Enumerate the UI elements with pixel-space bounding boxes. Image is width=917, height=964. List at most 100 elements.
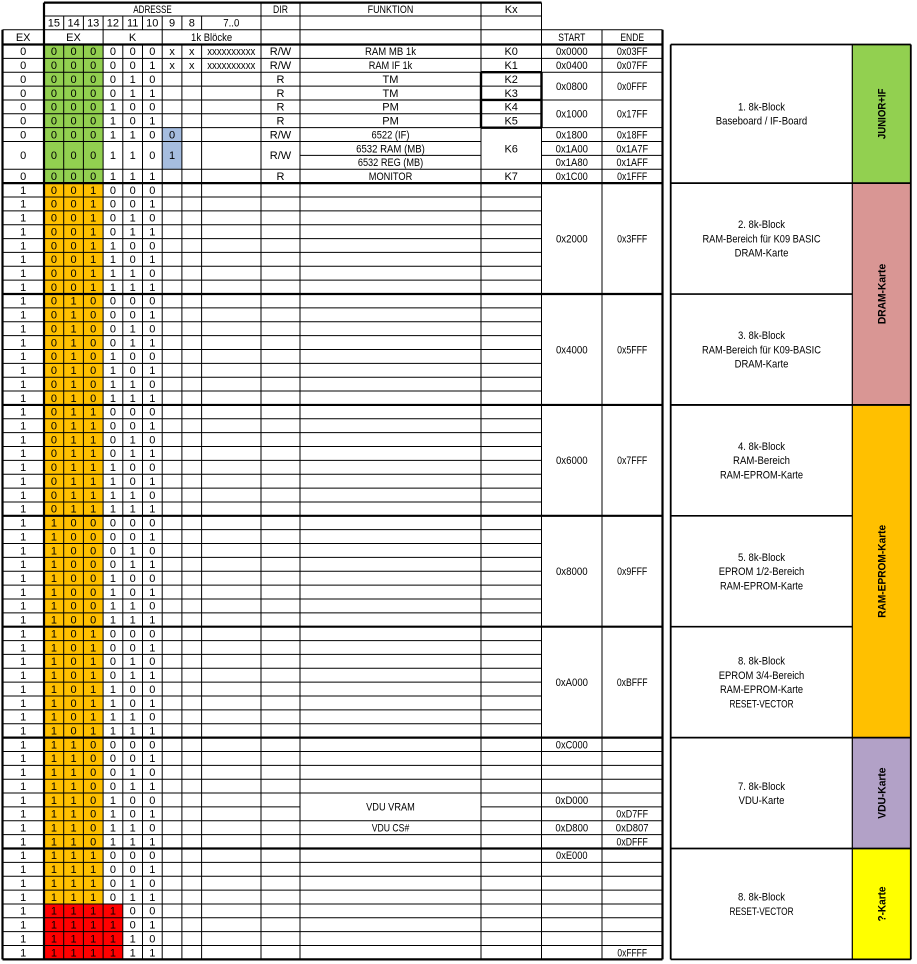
svg-text:0x6000: 0x6000 bbox=[556, 455, 588, 467]
svg-text:0: 0 bbox=[71, 601, 77, 613]
svg-text:1: 1 bbox=[90, 642, 96, 654]
svg-text:0: 0 bbox=[110, 46, 116, 58]
svg-text:0: 0 bbox=[71, 74, 77, 86]
svg-text:1: 1 bbox=[20, 226, 26, 238]
svg-text:0: 0 bbox=[51, 171, 57, 183]
svg-text:0: 0 bbox=[149, 462, 155, 474]
svg-text:0: 0 bbox=[20, 60, 26, 72]
svg-text:0xD807: 0xD807 bbox=[616, 823, 649, 835]
svg-text:1: 1 bbox=[130, 268, 136, 280]
svg-text:0: 0 bbox=[90, 171, 96, 183]
svg-text:1: 1 bbox=[130, 836, 136, 848]
svg-text:0: 0 bbox=[149, 268, 155, 280]
svg-text:VDU VRAM: VDU VRAM bbox=[366, 802, 415, 814]
svg-text:2. 8k-Block: 2. 8k-Block bbox=[738, 219, 786, 231]
svg-text:1: 1 bbox=[51, 573, 57, 585]
svg-text:0x17FF: 0x17FF bbox=[617, 109, 648, 121]
svg-text:0: 0 bbox=[90, 393, 96, 405]
svg-text:RESET-VECTOR: RESET-VECTOR bbox=[729, 698, 793, 710]
svg-text:0: 0 bbox=[110, 88, 116, 100]
svg-text:1: 1 bbox=[20, 836, 26, 848]
svg-text:1: 1 bbox=[20, 767, 26, 779]
svg-text:0: 0 bbox=[149, 185, 155, 197]
svg-text:1: 1 bbox=[20, 421, 26, 433]
svg-text:0x0400: 0x0400 bbox=[556, 60, 588, 72]
svg-text:DRAM-Karte: DRAM-Karte bbox=[735, 359, 789, 371]
svg-text:1: 1 bbox=[110, 254, 116, 266]
svg-text:1: 1 bbox=[51, 920, 57, 932]
svg-text:1: 1 bbox=[149, 448, 155, 460]
svg-text:1: 1 bbox=[20, 698, 26, 710]
svg-text:0: 0 bbox=[110, 324, 116, 336]
svg-text:1: 1 bbox=[20, 684, 26, 696]
svg-text:0: 0 bbox=[130, 351, 136, 363]
svg-text:7..0: 7..0 bbox=[223, 18, 239, 30]
svg-text:1: 1 bbox=[20, 448, 26, 460]
svg-text:1: 1 bbox=[130, 448, 136, 460]
svg-text:START: START bbox=[558, 32, 585, 44]
svg-text:0: 0 bbox=[149, 240, 155, 252]
svg-text:0: 0 bbox=[149, 518, 155, 530]
svg-text:EPROM 3/4-Bereich: EPROM 3/4-Bereich bbox=[719, 670, 805, 682]
svg-text:1: 1 bbox=[51, 933, 57, 945]
svg-text:0: 0 bbox=[90, 739, 96, 751]
svg-text:1: 1 bbox=[169, 150, 175, 162]
svg-text:RESET-VECTOR: RESET-VECTOR bbox=[729, 906, 793, 918]
svg-text:EX: EX bbox=[16, 32, 31, 44]
svg-text:0: 0 bbox=[130, 102, 136, 114]
svg-text:1: 1 bbox=[51, 823, 57, 835]
svg-text:1: 1 bbox=[130, 129, 136, 141]
svg-text:1: 1 bbox=[130, 393, 136, 405]
svg-text:6522 (IF): 6522 (IF) bbox=[372, 129, 410, 141]
svg-text:1: 1 bbox=[130, 150, 136, 162]
svg-text:1: 1 bbox=[110, 836, 116, 848]
svg-text:RAM IF 1k: RAM IF 1k bbox=[369, 60, 413, 72]
svg-text:0: 0 bbox=[90, 781, 96, 793]
svg-text:0: 0 bbox=[130, 920, 136, 932]
svg-text:0: 0 bbox=[110, 448, 116, 460]
svg-text:1: 1 bbox=[149, 60, 155, 72]
svg-text:0: 0 bbox=[90, 753, 96, 765]
svg-text:0: 0 bbox=[71, 46, 77, 58]
svg-text:0: 0 bbox=[20, 46, 26, 58]
svg-text:x: x bbox=[189, 60, 195, 72]
svg-text:0: 0 bbox=[51, 46, 57, 58]
svg-text:0: 0 bbox=[110, 531, 116, 543]
svg-text:1: 1 bbox=[71, 933, 77, 945]
svg-text:0x0000: 0x0000 bbox=[556, 46, 588, 58]
svg-text:1: 1 bbox=[71, 836, 77, 848]
svg-text:1: 1 bbox=[130, 767, 136, 779]
svg-text:0: 0 bbox=[130, 531, 136, 543]
svg-text:1: 1 bbox=[149, 947, 155, 959]
svg-text:1: 1 bbox=[110, 684, 116, 696]
svg-text:0: 0 bbox=[149, 906, 155, 918]
svg-text:0: 0 bbox=[51, 434, 57, 446]
svg-text:0: 0 bbox=[149, 573, 155, 585]
svg-text:0: 0 bbox=[90, 836, 96, 848]
svg-text:1: 1 bbox=[149, 393, 155, 405]
svg-text:0: 0 bbox=[71, 171, 77, 183]
svg-text:1: 1 bbox=[90, 628, 96, 640]
svg-text:0x0800: 0x0800 bbox=[556, 81, 588, 93]
svg-text:0: 0 bbox=[110, 670, 116, 682]
svg-text:x: x bbox=[189, 46, 195, 58]
svg-text:0xDFFF: 0xDFFF bbox=[617, 836, 649, 848]
svg-text:14: 14 bbox=[67, 18, 79, 30]
svg-text:1: 1 bbox=[149, 670, 155, 682]
svg-text:1: 1 bbox=[110, 365, 116, 377]
svg-text:1: 1 bbox=[51, 545, 57, 557]
svg-text:0: 0 bbox=[51, 226, 57, 238]
svg-text:6532 REG (MB): 6532 REG (MB) bbox=[358, 157, 423, 169]
svg-text:0: 0 bbox=[149, 490, 155, 502]
svg-text:1: 1 bbox=[130, 892, 136, 904]
svg-text:1: 1 bbox=[130, 324, 136, 336]
svg-text:0: 0 bbox=[90, 60, 96, 72]
svg-text:0: 0 bbox=[90, 767, 96, 779]
svg-text:1: 1 bbox=[20, 587, 26, 599]
svg-text:1: 1 bbox=[149, 615, 155, 627]
svg-text:1: 1 bbox=[90, 684, 96, 696]
svg-text:0: 0 bbox=[149, 46, 155, 58]
svg-text:0: 0 bbox=[90, 809, 96, 821]
svg-text:0x8000: 0x8000 bbox=[556, 566, 588, 578]
svg-text:0: 0 bbox=[51, 324, 57, 336]
